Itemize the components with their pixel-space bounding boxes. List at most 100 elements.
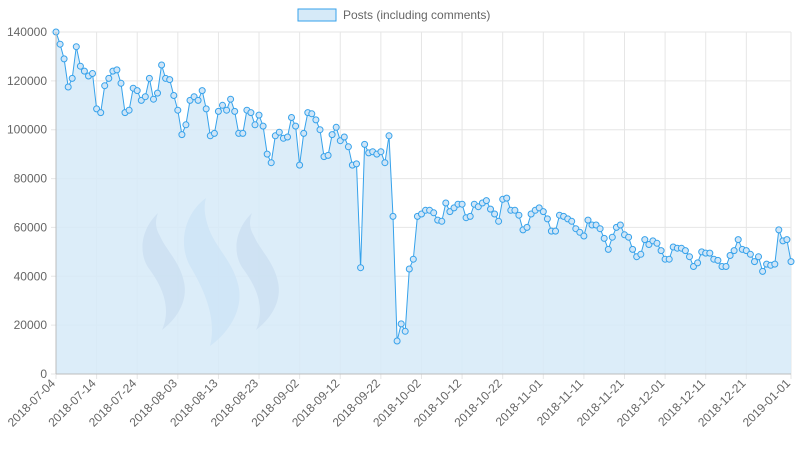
data-point[interactable] — [275, 128, 283, 136]
data-point[interactable] — [117, 79, 125, 87]
legend-swatch[interactable] — [297, 8, 337, 22]
data-point[interactable] — [515, 211, 523, 219]
data-point[interactable] — [759, 267, 767, 275]
data-point[interactable] — [263, 150, 271, 158]
legend-label[interactable]: Posts (including comments) — [343, 8, 490, 22]
data-point[interactable] — [182, 121, 190, 129]
data-point[interactable] — [438, 217, 446, 225]
data-point[interactable] — [686, 253, 693, 261]
data-point[interactable] — [284, 133, 291, 141]
data-point[interactable] — [722, 263, 730, 270]
data-point[interactable] — [316, 126, 324, 134]
data-point[interactable] — [324, 151, 332, 159]
data-point[interactable] — [442, 199, 450, 207]
data-point[interactable] — [787, 258, 795, 266]
data-point[interactable] — [629, 245, 637, 253]
data-point[interactable] — [539, 208, 547, 216]
data-point[interactable] — [726, 252, 734, 259]
data-point[interactable] — [239, 129, 247, 137]
data-point[interactable] — [68, 74, 76, 82]
data-point[interactable] — [145, 74, 153, 82]
data-point[interactable] — [353, 160, 360, 168]
data-point[interactable] — [681, 247, 689, 255]
data-point[interactable] — [600, 234, 608, 242]
data-point[interactable] — [511, 206, 519, 214]
data-point[interactable] — [288, 114, 295, 121]
data-point[interactable] — [503, 194, 511, 202]
data-point[interactable] — [495, 217, 503, 225]
data-point[interactable] — [72, 43, 80, 51]
data-point[interactable] — [223, 106, 231, 114]
data-point[interactable] — [312, 116, 320, 124]
data-point[interactable] — [344, 143, 352, 151]
data-point[interactable] — [141, 93, 149, 101]
data-point[interactable] — [568, 217, 576, 225]
data-point[interactable] — [771, 260, 779, 268]
data-point[interactable] — [174, 106, 182, 114]
data-point[interactable] — [113, 66, 121, 74]
data-point[interactable] — [300, 129, 308, 137]
data-point[interactable] — [608, 233, 616, 241]
data-point[interactable] — [482, 197, 490, 205]
data-point[interactable] — [357, 264, 365, 272]
data-point[interactable] — [194, 96, 202, 104]
data-point[interactable] — [430, 209, 438, 217]
data-point[interactable] — [89, 70, 96, 77]
data-point[interactable] — [405, 265, 413, 273]
data-point[interactable] — [296, 161, 304, 169]
data-point[interactable] — [154, 89, 161, 97]
data-point[interactable] — [76, 62, 84, 70]
data-point[interactable] — [308, 110, 316, 118]
data-point[interactable] — [60, 55, 68, 63]
data-point[interactable] — [393, 337, 401, 345]
data-point[interactable] — [706, 249, 714, 257]
data-point[interactable] — [178, 131, 186, 139]
data-point[interactable] — [783, 236, 791, 244]
data-point[interactable] — [616, 221, 624, 229]
data-point[interactable] — [552, 227, 559, 235]
data-point[interactable] — [97, 109, 105, 117]
data-point[interactable] — [340, 133, 348, 141]
data-point[interactable] — [328, 131, 336, 139]
data-point[interactable] — [210, 129, 218, 137]
data-point[interactable] — [56, 40, 64, 48]
data-point[interactable] — [625, 233, 633, 241]
data-point[interactable] — [101, 82, 109, 90]
data-point[interactable] — [381, 159, 389, 167]
data-point[interactable] — [653, 239, 661, 247]
data-point[interactable] — [409, 255, 417, 263]
data-point[interactable] — [198, 87, 206, 95]
data-point[interactable] — [133, 87, 141, 95]
data-point[interactable] — [637, 250, 645, 258]
data-point[interactable] — [125, 106, 133, 114]
data-point[interactable] — [166, 76, 174, 84]
data-point[interactable] — [730, 247, 738, 255]
data-point[interactable] — [361, 140, 369, 148]
data-point[interactable] — [150, 95, 157, 103]
data-point[interactable] — [491, 210, 499, 218]
data-point[interactable] — [214, 107, 222, 115]
data-point[interactable] — [251, 121, 259, 129]
data-point[interactable] — [657, 247, 665, 255]
data-point[interactable] — [385, 132, 393, 140]
data-point[interactable] — [487, 205, 494, 213]
data-point[interactable] — [219, 101, 226, 109]
data-point[interactable] — [389, 212, 397, 220]
data-point[interactable] — [584, 216, 592, 224]
data-point[interactable] — [641, 236, 649, 244]
data-point[interactable] — [751, 258, 758, 266]
data-point[interactable] — [596, 225, 604, 233]
data-point[interactable] — [255, 111, 263, 119]
data-point[interactable] — [401, 327, 409, 335]
data-point[interactable] — [158, 61, 166, 69]
data-point[interactable] — [694, 259, 702, 267]
legend[interactable]: Posts (including comments) — [297, 8, 490, 22]
data-point[interactable] — [543, 215, 551, 223]
data-point[interactable] — [714, 256, 722, 264]
data-point[interactable] — [466, 212, 474, 220]
data-point[interactable] — [665, 255, 673, 263]
data-point[interactable] — [292, 122, 300, 130]
data-point[interactable] — [247, 109, 255, 117]
data-point[interactable] — [259, 122, 267, 130]
data-point[interactable] — [170, 92, 178, 99]
